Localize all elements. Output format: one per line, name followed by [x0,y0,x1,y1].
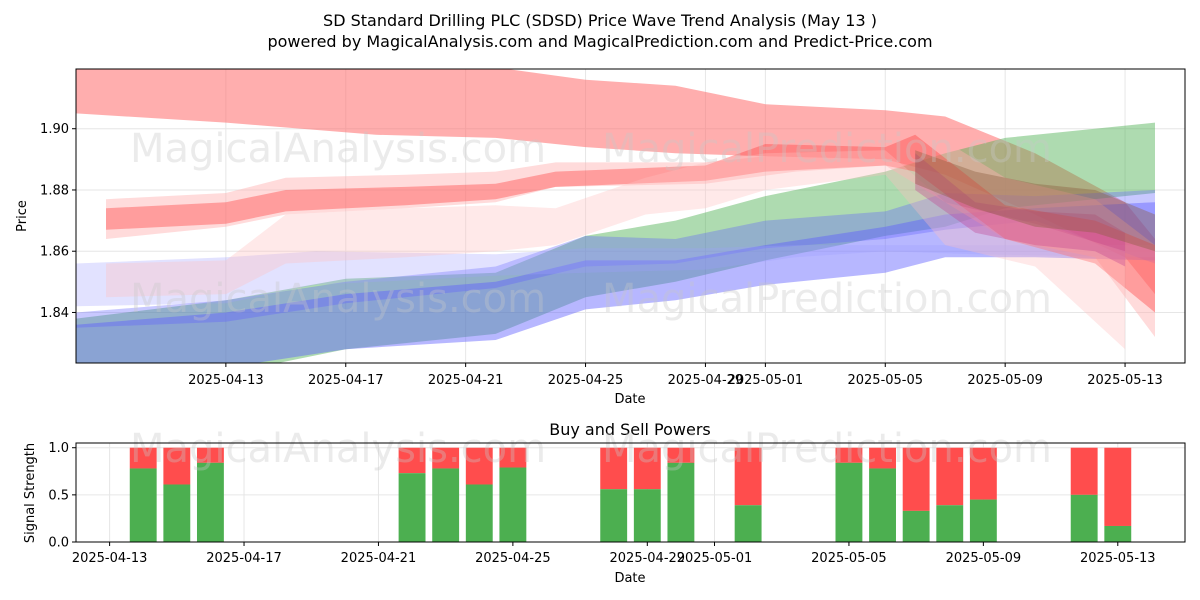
sell-bar [969,447,997,500]
signal-ytick-label: 0.0 [48,536,69,551]
sell-bar [196,447,224,463]
sell-bar [465,447,493,485]
sell-bar [936,447,964,506]
signal-xtick-label: 2025-04-25 [475,551,551,566]
price-plot-frame [75,68,1186,364]
watermark-analysis-top: MagicalAnalysis.com [130,126,546,172]
price-ytick-label: 1.90 [40,122,69,137]
signal-xtick-label: 2025-04-29 [610,551,686,566]
watermark-analysis-bottom: MagicalAnalysis.com [130,426,546,472]
band-red-mid [106,134,1155,313]
buy-bar [432,468,460,542]
price-ytick-label: 1.88 [40,183,69,198]
buy-bar [734,505,762,542]
price-y-axis: 1.84 1.86 1.88 1.90 [40,122,76,321]
price-x-axis: 2025-04-13 2025-04-17 2025-04-21 2025-04-25… [188,363,1163,388]
price-xtick-label: 2025-05-01 [728,373,804,388]
watermark-analysis-mid: MagicalAnalysis.com [130,276,546,322]
chart-subtitle: powered by MagicalAnalysis.com and Magic… [267,32,932,51]
sell-bar [667,447,695,463]
buy-bar [667,462,695,542]
price-bands [76,69,1155,363]
price-ytick-label: 1.86 [40,245,69,260]
watermark-prediction-bottom: MagicalPrediction.com [602,426,1052,472]
buy-bar [869,468,896,542]
signal-xtick-label: 2025-04-17 [206,551,282,566]
buy-bar [835,462,863,542]
price-xtick-label: 2025-04-21 [428,373,504,388]
signal-title: Buy and Sell Powers [549,420,711,439]
buy-bar [465,484,493,542]
buy-bar [163,484,191,542]
signal-plot-frame [75,442,1186,543]
band-pink-1 [106,141,1155,337]
signal-watermarks: MagicalAnalysis.com MagicalPrediction.co… [130,426,1052,472]
price-xtick-label: 2025-04-29 [668,373,744,388]
price-xtick-label: 2025-04-25 [548,373,624,388]
price-xtick-label: 2025-05-13 [1087,373,1163,388]
watermark-prediction-mid: MagicalPrediction.com [602,276,1052,322]
buy-bar [196,462,224,542]
sell-bar [1070,447,1098,495]
sell-bar [432,447,460,469]
sell-bar [129,447,157,469]
band-red-top [76,69,1155,295]
signal-xtick-label: 2025-05-09 [946,551,1022,566]
signal-y-axis: 0.0 0.5 1.0 [48,441,76,551]
signal-xtick-label: 2025-05-05 [811,551,887,566]
signal-x-axis: 2025-04-13 2025-04-17 2025-04-21 2025-04-25… [72,542,1156,566]
sell-bar [600,447,628,490]
buy-bar [969,499,997,542]
buy-bar [1104,525,1132,542]
sell-bar [398,447,426,474]
signal-xtick-label: 2025-05-01 [677,551,753,566]
signal-bars [129,447,1132,542]
watermark-prediction-top: MagicalPrediction.com [602,126,1052,172]
band-pink-2 [106,150,1126,350]
price-xtick-label: 2025-05-05 [847,373,923,388]
buy-bar [129,468,157,542]
price-xtick-label: 2025-04-13 [188,373,264,388]
band-green [76,122,1155,363]
buy-bar [398,473,426,542]
price-watermarks: MagicalAnalysis.com MagicalPrediction.co… [130,126,1052,322]
price-ytick-label: 1.84 [40,306,69,321]
chart-title: SD Standard Drilling PLC (SDSD) Price Wa… [323,11,877,30]
sell-bar [869,447,896,469]
band-lavender [76,245,1155,307]
signal-y-label: Signal Strength [23,443,38,543]
buy-bar [499,467,527,542]
signal-ytick-label: 1.0 [48,441,69,456]
buy-bar [1070,494,1098,542]
band-blue-lower [76,202,1155,363]
sell-bar [499,447,527,468]
buy-bar [633,489,661,542]
signal-xtick-label: 2025-04-13 [72,551,148,566]
sell-bar [902,447,930,511]
sell-bar [633,447,661,490]
sell-bar [163,447,191,485]
sell-bar [734,447,762,506]
signal-ytick-label: 0.5 [48,488,69,503]
buy-bar [902,510,930,542]
band-blue-upper [76,190,1155,328]
sell-bar [835,447,863,463]
price-x-label: Date [614,392,645,407]
buy-bar [936,505,964,542]
price-y-label: Price [15,200,30,232]
band-brown [915,150,1155,252]
price-xtick-label: 2025-05-09 [967,373,1043,388]
signal-x-label: Date [614,571,645,586]
sell-bar [1104,447,1132,526]
band-magenta [915,153,1126,267]
buy-bar [600,489,628,542]
price-xtick-label: 2025-04-17 [308,373,384,388]
signal-xtick-label: 2025-05-13 [1080,551,1156,566]
signal-xtick-label: 2025-04-21 [341,551,417,566]
